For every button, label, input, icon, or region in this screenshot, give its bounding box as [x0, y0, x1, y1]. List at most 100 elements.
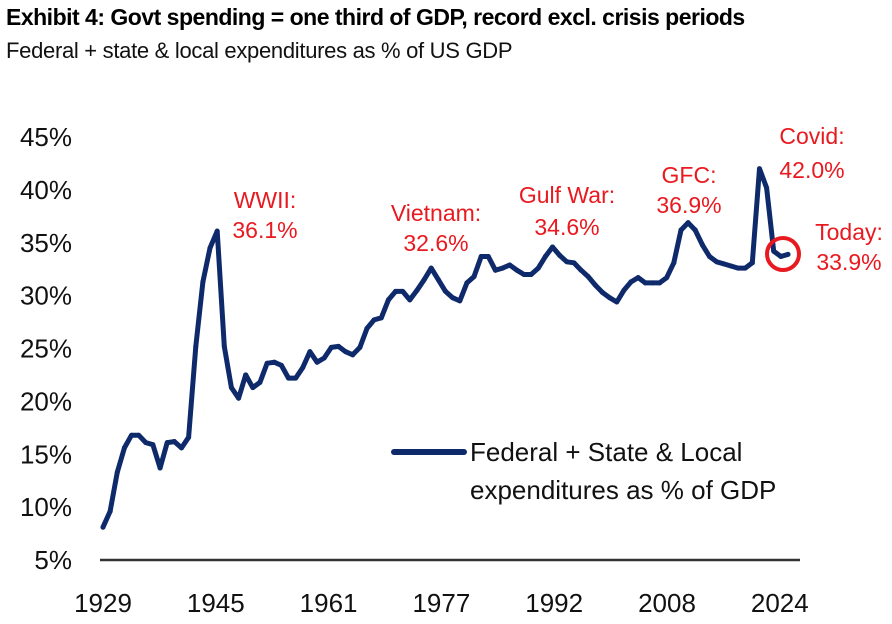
data-point: [378, 315, 384, 321]
data-point: [407, 297, 413, 303]
data-point: [692, 227, 698, 233]
data-point: [664, 275, 670, 281]
data-point: [178, 445, 184, 451]
data-point: [393, 288, 399, 294]
data-point: [749, 260, 755, 266]
data-point: [485, 253, 491, 259]
data-point: [164, 440, 170, 446]
data-point: [557, 252, 563, 258]
data-point: [464, 280, 470, 286]
x-tick-label: 1945: [187, 588, 245, 618]
data-point: [514, 267, 520, 273]
y-tick-label: 30%: [20, 281, 72, 311]
data-point: [528, 271, 534, 277]
data-point: [428, 265, 434, 271]
x-tick-label: 2024: [751, 588, 809, 618]
data-point: [171, 439, 177, 445]
data-point: [286, 375, 292, 381]
data-point: [699, 242, 705, 248]
data-point: [578, 267, 584, 273]
legend-label-line1: Federal + State & Local: [470, 437, 742, 467]
data-point: [778, 253, 784, 259]
data-point: [742, 265, 748, 271]
y-tick-label: 35%: [20, 228, 72, 258]
data-point: [592, 282, 598, 288]
data-point: [357, 344, 363, 350]
y-tick-label: 40%: [20, 175, 72, 205]
data-point: [621, 287, 627, 293]
data-point: [257, 379, 263, 385]
annotation-label: Today:: [815, 219, 883, 245]
data-point: [714, 259, 720, 265]
data-point: [400, 288, 406, 294]
data-point: [371, 317, 377, 323]
data-point: [121, 445, 127, 451]
data-point: [614, 299, 620, 305]
data-point: [599, 289, 605, 295]
data-point: [236, 395, 242, 401]
data-point: [157, 465, 163, 471]
data-point: [207, 245, 213, 251]
annotation-label: Covid:: [779, 123, 844, 149]
annotation-value: 36.9%: [656, 192, 721, 218]
data-point: [628, 279, 634, 285]
data-point: [771, 248, 777, 254]
data-point: [385, 297, 391, 303]
data-point: [414, 287, 420, 293]
today-highlight-circle: [765, 236, 801, 272]
data-point: [607, 295, 613, 301]
annotation-value: 34.6%: [534, 214, 599, 240]
y-tick-label: 20%: [20, 386, 72, 416]
data-point: [707, 253, 713, 259]
data-point: [300, 365, 306, 371]
x-tick-label: 2008: [638, 588, 696, 618]
data-point: [228, 385, 234, 391]
data-point: [450, 295, 456, 301]
data-point: [671, 260, 677, 266]
data-point: [550, 244, 556, 250]
data-point: [443, 288, 448, 294]
data-point: [186, 434, 192, 440]
data-point: [364, 325, 370, 331]
chart-title: Exhibit 4: Govt spending = one third of …: [6, 4, 745, 30]
data-point: [150, 442, 156, 448]
y-tick-label: 45%: [20, 122, 72, 152]
x-tick-label: 1992: [525, 588, 583, 618]
x-tick-label: 1929: [74, 588, 132, 618]
data-point: [328, 344, 334, 350]
data-point: [721, 261, 727, 267]
data-point: [314, 359, 320, 365]
data-point: [321, 355, 327, 361]
data-point: [114, 469, 120, 475]
chart-subtitle: Federal + state & local expenditures as …: [6, 38, 513, 63]
x-tick-label: 1961: [300, 588, 358, 618]
data-point: [435, 277, 441, 283]
data-point: [307, 349, 313, 355]
data-point: [542, 253, 548, 259]
data-point: [221, 343, 227, 349]
data-point: [421, 277, 427, 283]
data-point: [100, 524, 106, 530]
data-point: [143, 440, 149, 446]
annotation-label: GFC:: [662, 162, 717, 188]
data-point: [678, 227, 684, 233]
annotation-label: Gulf War:: [519, 182, 615, 208]
data-point: [214, 228, 220, 234]
annotation-value: 36.1%: [232, 217, 297, 243]
data-point: [343, 349, 349, 355]
x-tick-label: 1977: [412, 588, 470, 618]
data-point: [243, 372, 249, 378]
data-point: [250, 385, 256, 391]
annotation-value: 32.6%: [403, 230, 468, 256]
y-tick-label: 25%: [20, 334, 72, 364]
data-point: [478, 253, 484, 259]
data-point: [271, 359, 277, 365]
data-point: [335, 343, 341, 349]
y-tick-label: 10%: [20, 492, 72, 522]
data-point: [785, 251, 791, 257]
data-point: [264, 360, 270, 366]
data-point: [657, 280, 663, 286]
data-point: [136, 432, 142, 438]
data-point: [642, 280, 648, 286]
data-point: [521, 271, 527, 277]
